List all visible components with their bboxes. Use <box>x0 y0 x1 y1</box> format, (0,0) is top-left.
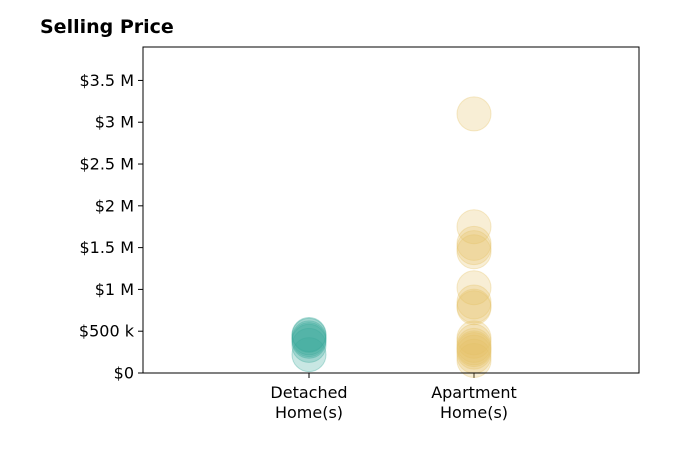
x-axis: Detached Home(s) Apartment Home(s) <box>270 373 517 422</box>
data-point <box>291 337 327 373</box>
data-point <box>456 96 492 132</box>
data-point <box>456 209 492 245</box>
x-tick-label: Detached Home(s) <box>270 383 347 422</box>
y-tick-label: $2.5 M <box>79 155 134 174</box>
y-tick-label: $1.5 M <box>79 238 134 257</box>
data-point <box>456 284 492 320</box>
data-point <box>456 234 492 270</box>
data-point <box>291 327 327 363</box>
data-points <box>291 96 492 378</box>
data-point <box>291 320 327 356</box>
data-point <box>291 317 327 353</box>
y-tick-label: $0 <box>114 364 134 383</box>
y-tick-label: $2 M <box>95 196 134 215</box>
data-point <box>456 288 492 324</box>
y-tick-label: $500 k <box>79 322 135 341</box>
data-point <box>291 317 327 353</box>
data-point <box>456 327 492 363</box>
data-point <box>456 225 492 261</box>
y-tick-label: $3.5 M <box>79 71 134 90</box>
data-point <box>456 270 492 306</box>
data-point <box>456 230 492 266</box>
data-point <box>456 290 492 326</box>
data-point <box>456 330 492 366</box>
y-axis: $0 $500 k $1 M $1.5 M $2 M $2.5 M $3 M $3.5 M <box>79 71 143 383</box>
data-point <box>456 323 492 359</box>
data-point <box>456 342 492 378</box>
plot-frame <box>142 46 640 374</box>
x-tick-label: Apartment Home(s) <box>431 383 517 422</box>
data-point <box>456 320 492 356</box>
chart-title: Selling Price <box>40 16 174 38</box>
y-tick-label: $3 M <box>95 113 134 132</box>
data-point <box>456 332 492 368</box>
data-point <box>456 334 492 370</box>
data-point <box>291 323 327 359</box>
data-point <box>291 322 327 358</box>
y-tick-label: $1 M <box>95 280 134 299</box>
